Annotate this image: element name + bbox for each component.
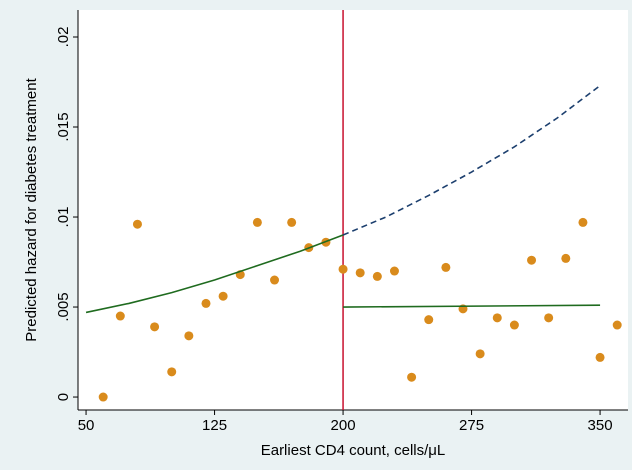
data-point: [218, 291, 228, 301]
fit-line: [85, 234, 344, 314]
data-point: [544, 313, 554, 323]
data-point: [424, 315, 434, 325]
data-point: [475, 349, 485, 359]
data-point: [492, 313, 502, 323]
y-tick-label: .02: [55, 27, 72, 48]
data-point: [355, 268, 365, 278]
y-tick-label: .005: [55, 292, 72, 321]
y-tick-label: .015: [55, 112, 72, 141]
data-point: [595, 352, 605, 362]
data-point: [578, 217, 588, 227]
x-tick-label: 200: [331, 417, 356, 434]
x-tick-label: 125: [202, 417, 227, 434]
data-point: [527, 255, 537, 265]
data-point: [115, 311, 125, 321]
data-point: [167, 367, 177, 377]
fit-line: [343, 304, 601, 308]
data-point: [389, 266, 399, 276]
data-point: [509, 320, 519, 330]
x-tick-label: 350: [588, 417, 613, 434]
x-tick-label: 50: [78, 417, 95, 434]
data-point: [201, 298, 211, 308]
data-point: [150, 322, 160, 332]
data-point: [287, 217, 297, 227]
data-point: [441, 262, 451, 272]
y-tick-label: .01: [55, 207, 72, 228]
data-point: [338, 264, 348, 274]
data-point: [252, 217, 262, 227]
data-point: [98, 392, 108, 402]
data-point: [612, 320, 622, 330]
data-point: [132, 219, 142, 229]
data-point: [270, 275, 280, 285]
plot-area: [78, 10, 628, 410]
data-point: [407, 372, 417, 382]
y-axis-label: Predicted hazard for diabetes treatment: [23, 77, 40, 341]
y-tick-label: 0: [55, 393, 72, 401]
data-point: [561, 253, 571, 263]
x-tick-label: 275: [459, 417, 484, 434]
data-point: [372, 271, 382, 281]
x-axis-label: Earliest CD4 count, cells/μL: [261, 442, 446, 459]
data-point: [184, 331, 194, 341]
fit-line: [342, 84, 601, 236]
